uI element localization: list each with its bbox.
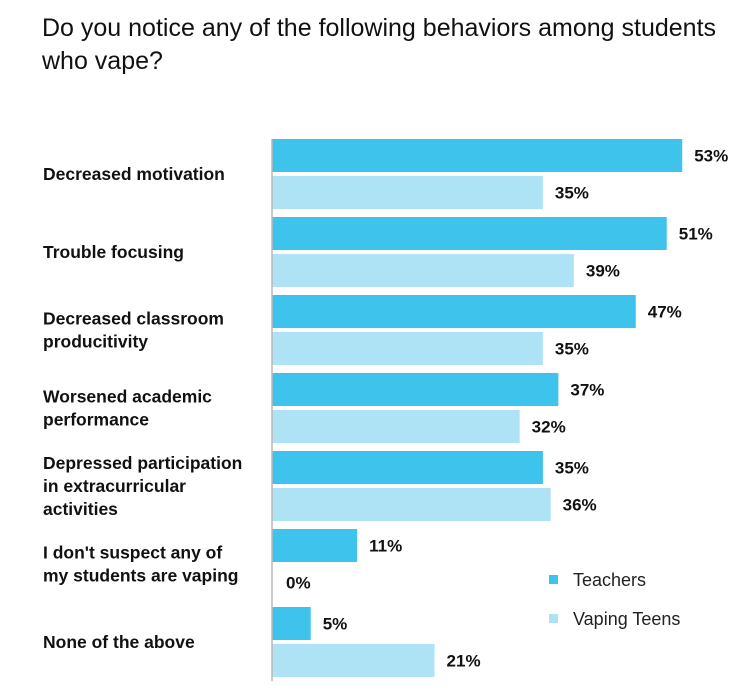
- category-label-line: my students are vaping: [43, 566, 238, 586]
- category-label: Decreased motivation: [43, 164, 225, 184]
- legend: Teachers Vaping Teens: [549, 570, 680, 629]
- bar-vaping-teens: [272, 332, 543, 365]
- category-label: I don't suspect any of my students are va…: [43, 543, 238, 586]
- value-label-teachers: 5%: [323, 615, 348, 634]
- category-label-line: producitivity: [43, 332, 148, 352]
- bar-teachers: [272, 529, 358, 562]
- legend-label-vaping-teens: Vaping Teens: [573, 609, 680, 629]
- legend-swatch-vaping-teens: [549, 614, 558, 623]
- category-label-line: None of the above: [43, 632, 195, 652]
- category-label: Trouble focusing: [43, 242, 184, 262]
- value-label-vaping-teens: 39%: [586, 262, 620, 281]
- bar-teachers: [272, 295, 636, 328]
- value-label-teachers: 35%: [555, 459, 589, 478]
- bar-vaping-teens: [272, 254, 574, 287]
- bar-teachers: [272, 451, 543, 484]
- value-label-vaping-teens: 21%: [447, 652, 481, 671]
- bar-teachers: [272, 607, 311, 640]
- bar-teachers: [272, 373, 559, 406]
- bar-vaping-teens: [272, 488, 551, 521]
- value-label-vaping-teens: 32%: [532, 418, 566, 437]
- value-label-teachers: 47%: [648, 303, 682, 322]
- category-label: Depressed participation in extracurricula…: [43, 453, 242, 519]
- bar-vaping-teens: [272, 410, 520, 443]
- category-label: None of the above: [43, 632, 195, 652]
- category-label-line: activities: [43, 499, 118, 519]
- value-label-teachers: 11%: [369, 537, 402, 556]
- category-label-line: Depressed participation: [43, 453, 242, 473]
- value-label-vaping-teens: 36%: [563, 496, 597, 515]
- labels-layer: Decreased motivation 53% 35% Trouble focusi…: [43, 147, 728, 671]
- category-label: Worsened academic performance: [43, 387, 212, 430]
- bars-layer: [272, 139, 683, 677]
- bar-teachers: [272, 139, 683, 172]
- value-label-teachers: 37%: [570, 381, 604, 400]
- value-label-vaping-teens: 35%: [555, 340, 589, 359]
- bar-vaping-teens: [272, 644, 435, 677]
- value-label-vaping-teens: 0%: [286, 574, 311, 593]
- category-label-line: performance: [43, 410, 149, 430]
- bar-teachers: [272, 217, 667, 250]
- value-label-teachers: 51%: [679, 225, 713, 244]
- bar-vaping-teens: [272, 176, 543, 209]
- category-label: Decreased classroom producitivity: [43, 309, 224, 352]
- chart-title: Do you notice any of the following behav…: [42, 14, 717, 75]
- category-label-line: Worsened academic: [43, 387, 212, 407]
- value-label-teachers: 53%: [694, 147, 728, 166]
- category-label-line: in extracurricular: [43, 476, 186, 496]
- category-label-line: Decreased classroom: [43, 309, 224, 329]
- category-label-line: I don't suspect any of: [43, 543, 222, 563]
- category-label-line: Trouble focusing: [43, 242, 184, 262]
- category-label-line: Decreased motivation: [43, 164, 225, 184]
- legend-swatch-teachers: [549, 575, 558, 584]
- value-label-vaping-teens: 35%: [555, 184, 589, 203]
- legend-label-teachers: Teachers: [573, 570, 646, 590]
